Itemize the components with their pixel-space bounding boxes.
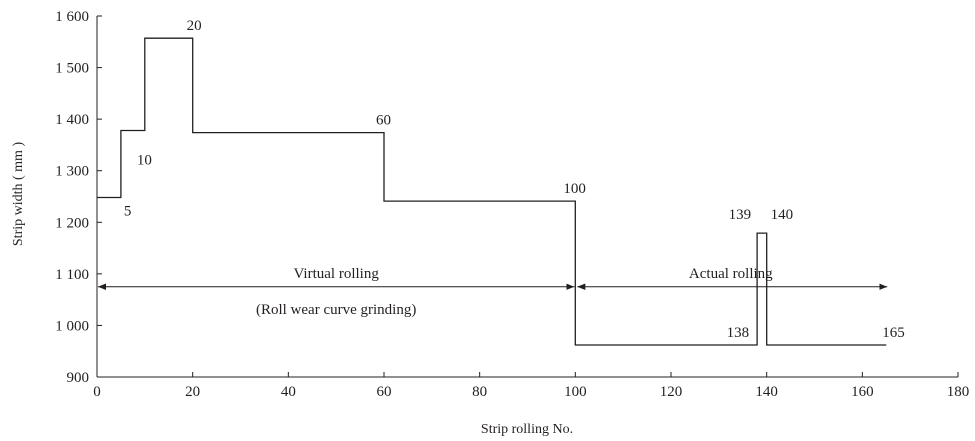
y-tick-label: 1 200 bbox=[55, 215, 89, 231]
x-axis-title: Strip rolling No. bbox=[481, 422, 573, 437]
y-tick-label: 1 500 bbox=[55, 61, 89, 77]
range-label: Virtual rolling bbox=[293, 266, 379, 282]
plot-area bbox=[97, 37, 887, 346]
range-arrows: Virtual rolling (Roll wear curve grinding… bbox=[98, 266, 888, 318]
y-tick-label: 1 000 bbox=[55, 318, 89, 334]
y-tick-label: 900 bbox=[67, 370, 90, 386]
range-sublabel: (Roll wear curve grinding) bbox=[256, 302, 416, 318]
x-tick-label: 80 bbox=[472, 384, 487, 400]
x-tick-label: 20 bbox=[185, 384, 200, 400]
point-annotation: 100 bbox=[563, 181, 586, 197]
ticks: 0 20 40 60 80 100 120 140 160 180 900 1 000 1 100 1 2… bbox=[55, 9, 969, 400]
x-tick-label: 100 bbox=[564, 384, 587, 400]
point-annotation: 60 bbox=[376, 113, 391, 129]
x-tick-label: 60 bbox=[377, 384, 392, 400]
point-annotation: 138 bbox=[727, 325, 750, 341]
y-tick-label: 1 300 bbox=[55, 164, 89, 180]
point-annotation: 140 bbox=[771, 207, 794, 223]
point-annotation: 139 bbox=[729, 207, 752, 223]
x-tick-label: 140 bbox=[755, 384, 778, 400]
y-tick-label: 1 100 bbox=[55, 267, 89, 283]
width-step-line bbox=[97, 37, 887, 346]
y-axis-title: Strip width ( mm ) bbox=[11, 142, 26, 247]
point-annotation: 5 bbox=[124, 204, 131, 220]
x-tick-label: 0 bbox=[93, 384, 101, 400]
x-tick-label: 180 bbox=[947, 384, 970, 400]
x-tick-label: 160 bbox=[851, 384, 874, 400]
x-tick-label: 120 bbox=[660, 384, 683, 400]
point-annotation: 20 bbox=[187, 18, 202, 34]
axes bbox=[96, 16, 958, 378]
y-tick-label: 1 600 bbox=[55, 9, 89, 25]
annotations: 5 10 20 60 100 139 140 138 165 bbox=[124, 18, 905, 341]
range-label: Actual rolling bbox=[689, 266, 773, 282]
y-tick-label: 1 400 bbox=[55, 112, 89, 128]
point-annotation: 165 bbox=[882, 325, 905, 341]
x-tick-label: 40 bbox=[281, 384, 296, 400]
point-annotation: 10 bbox=[137, 152, 152, 168]
